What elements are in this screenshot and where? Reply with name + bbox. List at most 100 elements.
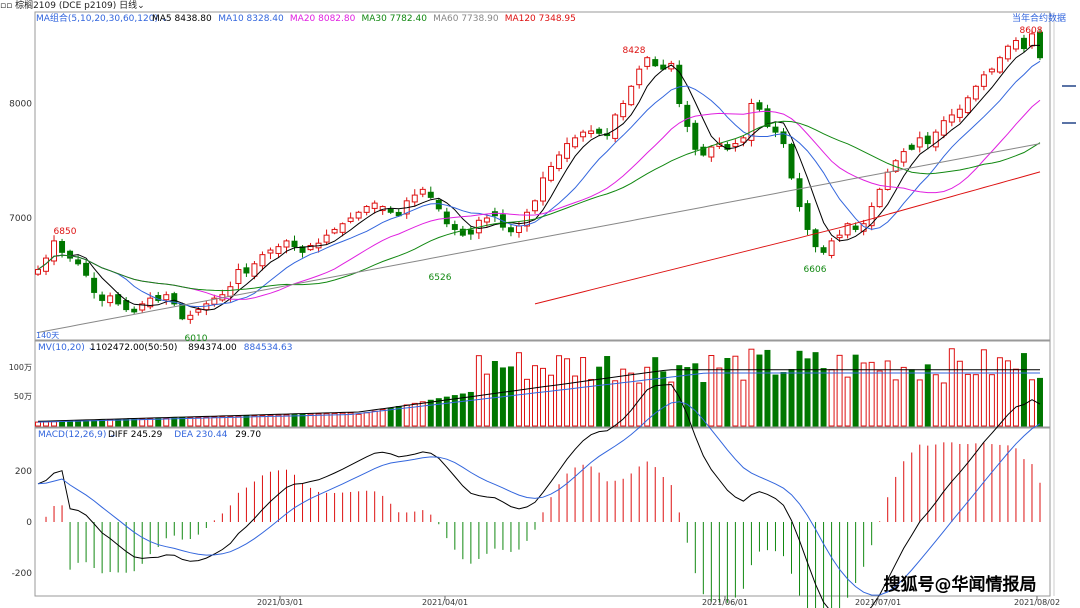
volume-bar [59, 420, 66, 427]
candle [780, 131, 787, 145]
volume-bar [35, 421, 41, 427]
volume-bar [580, 357, 587, 427]
watermark-text: 搜狐号@华闻情报局 [884, 574, 1037, 595]
volume-bar [716, 367, 723, 427]
candle [83, 262, 90, 276]
volume-bar [980, 349, 987, 427]
volume-bar [596, 366, 603, 427]
x-tick-label: 2021/07/01 [855, 598, 901, 607]
volume-bar [660, 371, 667, 427]
volume-bar [363, 412, 370, 427]
candle [1004, 45, 1011, 60]
macd-tick-label: -200 [12, 569, 33, 579]
price-annotation: 6606 [804, 265, 827, 275]
candle [804, 203, 811, 230]
candle [427, 191, 434, 198]
volume-bar [556, 355, 563, 427]
candle [99, 294, 106, 301]
candle [203, 303, 210, 311]
volume-bar [355, 413, 362, 427]
price-tick-label: 7000 [9, 214, 32, 224]
ma10-line [37, 60, 1041, 308]
ma20-line [37, 99, 1041, 300]
volume-tick-label: 50万 [14, 392, 32, 401]
candle [163, 294, 170, 301]
candle [972, 85, 979, 100]
volume-bar [251, 415, 258, 427]
x-tick-label: 2021/03/01 [257, 598, 303, 607]
volume-bar [99, 419, 106, 427]
volume-bar [523, 378, 530, 427]
volume-bar [628, 372, 635, 427]
volume-bar [884, 360, 891, 427]
volume-bar [331, 412, 338, 427]
volume-bar [620, 368, 627, 427]
volume-bar [291, 414, 298, 427]
volume-bar [1012, 368, 1019, 427]
volume-bar [163, 417, 170, 427]
volume-bar [692, 363, 699, 427]
candle [932, 131, 939, 148]
candle [956, 108, 963, 118]
candle [1020, 37, 1027, 50]
candle [748, 103, 755, 141]
ma-legend-title: MA组合(5,10,20,30,60,120) ⌄ [36, 12, 168, 24]
volume-bar [852, 354, 859, 427]
candle [764, 108, 771, 127]
span-label: 140天 [36, 331, 59, 340]
volume-bar [940, 382, 947, 427]
volume-bar [299, 413, 306, 427]
mv-legend-item: 894374.00 [188, 343, 237, 353]
price-annotation: 6850 [54, 227, 77, 237]
volume-bar [788, 369, 795, 427]
candle [900, 151, 907, 163]
volume-bar [451, 395, 458, 427]
window-icon[interactable]: ▫▫ [0, 1, 13, 11]
volume-bar [1037, 377, 1043, 427]
macd-panel-frame [34, 427, 1051, 597]
candle [684, 104, 691, 127]
volume-bar [700, 382, 707, 427]
period-selector[interactable]: 日线⌄ [119, 1, 145, 11]
volume-bar [812, 352, 819, 427]
volume-bar [419, 401, 426, 427]
volume-bar [908, 369, 915, 427]
volume-panel-frame [34, 340, 1051, 428]
volume-bar [876, 370, 883, 427]
volume-bar [588, 378, 595, 427]
volume-bar [139, 418, 146, 427]
candle [331, 228, 338, 234]
candle [740, 137, 747, 143]
x-tick-label: 2021/08/02 [1014, 598, 1060, 607]
macd-dea-line [37, 401, 1041, 596]
candle [596, 128, 603, 134]
candle [507, 227, 514, 233]
volume-bar [836, 354, 843, 427]
macd-legend-item: DIFF 245.29 [108, 430, 163, 440]
volume-bar [323, 413, 330, 427]
volume-bar [924, 364, 931, 427]
mv-legend-item: 1102472.00(50:50) [90, 343, 177, 353]
mv10-line [37, 369, 1040, 422]
candle [908, 144, 915, 150]
candle [371, 202, 378, 209]
volume-bar [916, 379, 923, 427]
candle [435, 199, 442, 210]
volume-bar [740, 379, 747, 427]
volume-bar [51, 421, 58, 427]
volume-bar [956, 360, 963, 427]
candle [75, 259, 82, 265]
instrument-name: 棕榈2109 [15, 1, 56, 11]
volume-bar [748, 348, 755, 427]
volume-bar [427, 399, 434, 427]
volume-bar [820, 368, 827, 427]
candle [788, 143, 795, 179]
candle [275, 246, 282, 254]
volume-bar [459, 393, 466, 427]
ma-legend-item: MA60 7738.90 [433, 14, 499, 24]
volume-bar [187, 417, 194, 427]
candle [916, 137, 923, 148]
price-panel-frame [34, 11, 1051, 341]
candle [772, 126, 779, 133]
